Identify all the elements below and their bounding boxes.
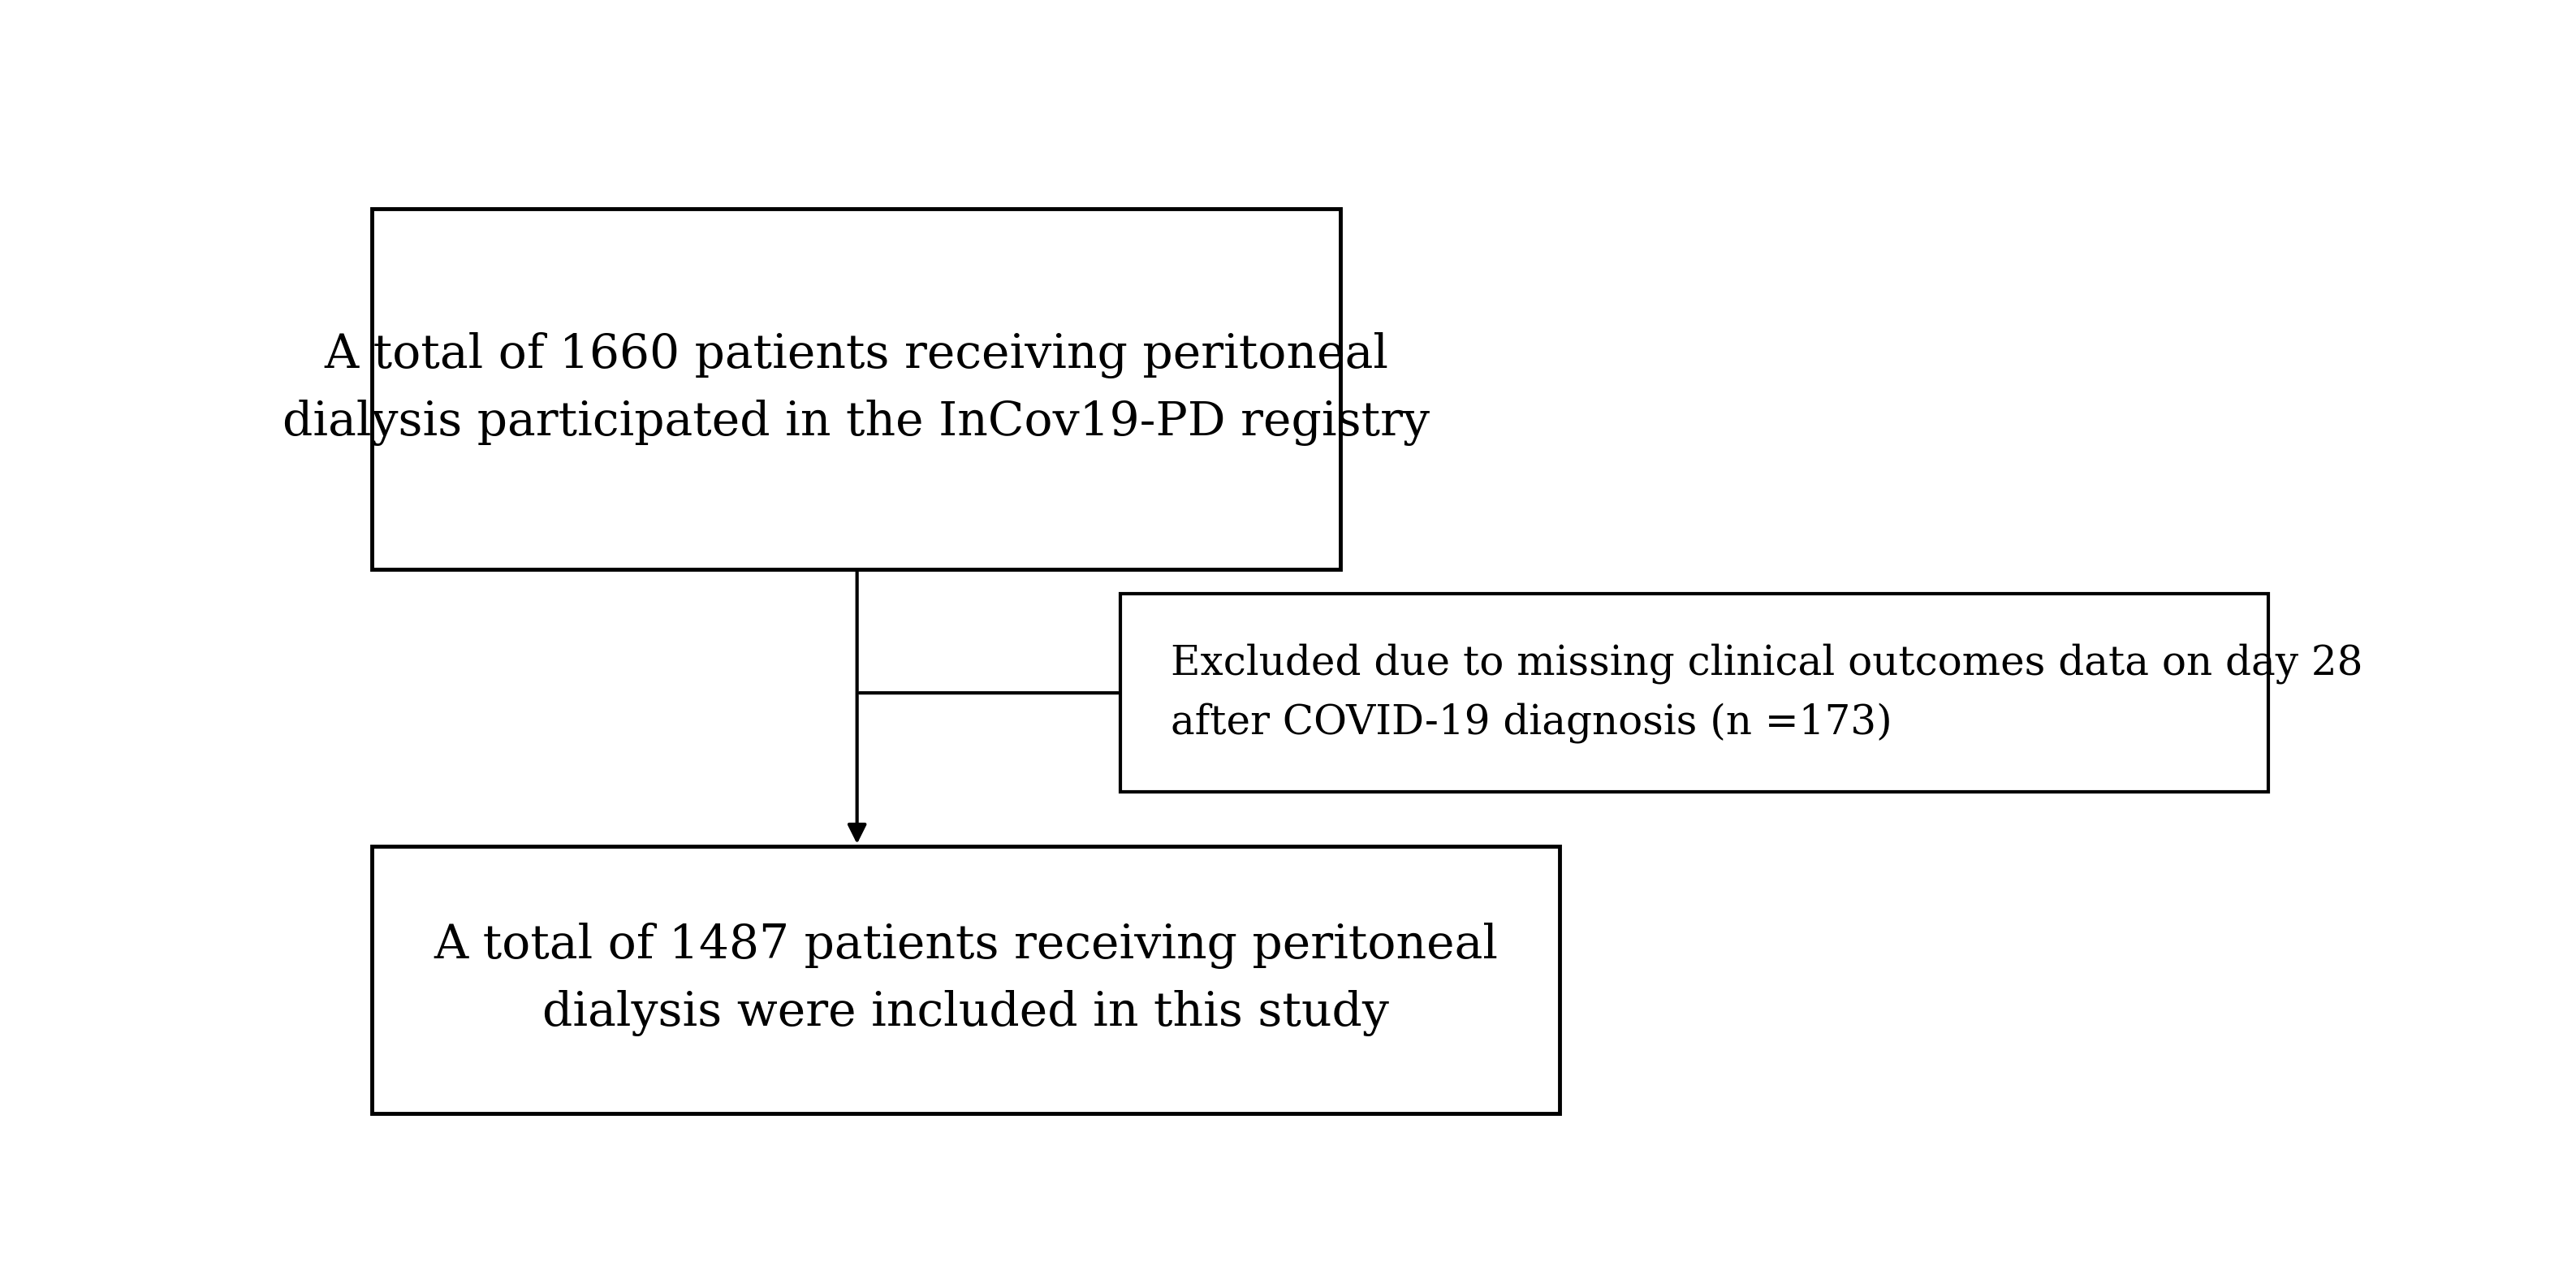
Text: A total of 1660 patients receiving peritoneal
dialysis participated in the InCov: A total of 1660 patients receiving perit…	[283, 331, 1430, 446]
Text: A total of 1487 patients receiving peritoneal
dialysis were included in this stu: A total of 1487 patients receiving perit…	[433, 923, 1499, 1036]
FancyBboxPatch shape	[371, 208, 1340, 569]
Text: Excluded due to missing clinical outcomes data on day 28
after COVID-19 diagnosi: Excluded due to missing clinical outcome…	[1170, 643, 2362, 743]
FancyBboxPatch shape	[371, 846, 1558, 1113]
FancyBboxPatch shape	[1121, 594, 2269, 792]
